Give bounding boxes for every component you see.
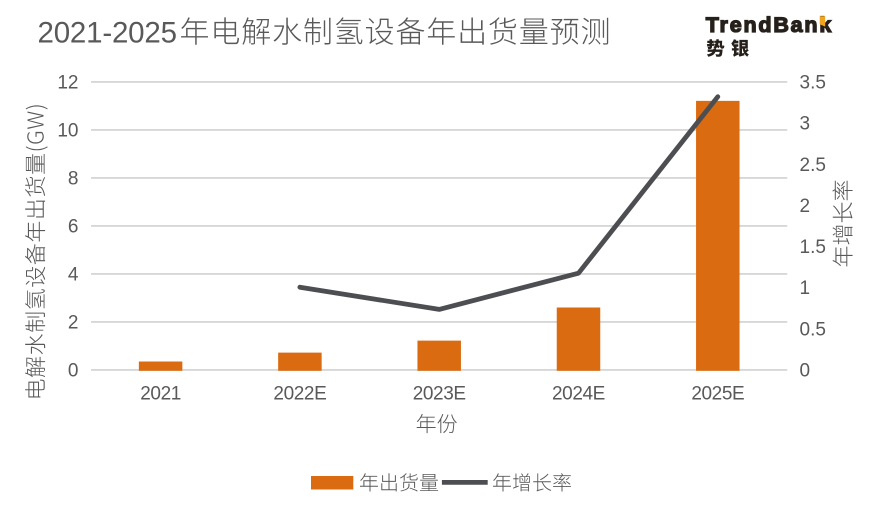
svg-text:2022E: 2022E <box>273 384 326 405</box>
svg-text:12: 12 <box>57 73 78 94</box>
svg-text:1: 1 <box>800 278 811 299</box>
svg-text:0: 0 <box>800 361 811 382</box>
svg-text:2: 2 <box>800 196 811 217</box>
svg-text:2024E: 2024E <box>552 384 605 405</box>
svg-text:2025E: 2025E <box>691 384 744 405</box>
svg-text:6: 6 <box>68 217 79 238</box>
svg-text:3.5: 3.5 <box>800 73 826 94</box>
svg-text:TrendBank: TrendBank <box>706 13 833 37</box>
svg-text:1.5: 1.5 <box>800 237 826 258</box>
svg-text:4: 4 <box>68 265 79 286</box>
svg-text:2.5: 2.5 <box>800 155 826 176</box>
svg-text:0.5: 0.5 <box>800 319 826 340</box>
svg-text:8: 8 <box>68 169 79 190</box>
svg-text:3: 3 <box>800 114 811 135</box>
svg-text:10: 10 <box>57 121 78 142</box>
svg-text:2: 2 <box>68 313 79 334</box>
svg-text:2021: 2021 <box>140 384 181 405</box>
svg-text:0: 0 <box>68 361 79 382</box>
svg-text:2021-2025: 2021-2025 <box>38 17 177 50</box>
svg-text:2023E: 2023E <box>413 384 466 405</box>
